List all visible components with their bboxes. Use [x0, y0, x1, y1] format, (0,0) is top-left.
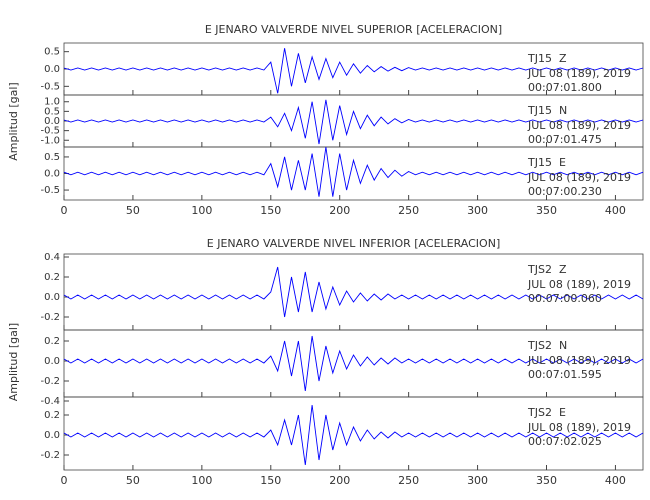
- x-tick-label: 300: [467, 204, 488, 217]
- date-label: JUL 08 (189), 2019: [527, 278, 631, 291]
- y-tick-label: 0.5: [44, 106, 60, 117]
- station-label: TJS2 E: [527, 406, 566, 419]
- x-tick-label: 100: [191, 474, 212, 487]
- x-tick-label: 150: [260, 204, 281, 217]
- y-tick-label: -0.5: [40, 126, 60, 137]
- waveform: [63, 99, 644, 145]
- station-label: TJ15 E: [527, 156, 566, 169]
- x-tick-label: 250: [398, 474, 419, 487]
- y-tick-label: 0.5: [44, 152, 60, 163]
- x-tick-label: 250: [398, 204, 419, 217]
- waveform: [63, 335, 644, 392]
- y-tick-label: 0.0: [44, 292, 60, 303]
- date-label: JUL 08 (189), 2019: [527, 171, 631, 184]
- y-tick-label: 0.0: [44, 64, 60, 75]
- time-label: 00:07:00.230: [528, 185, 602, 198]
- station-label: TJS2 Z: [527, 263, 567, 276]
- y-axis-label: Amplitud [gal]: [7, 323, 20, 401]
- y-tick-label: 0.0: [44, 169, 60, 180]
- time-label: 00:07:01.475: [528, 133, 602, 146]
- y-tick-label: -0.2: [40, 312, 60, 323]
- x-tick-label: 300: [467, 474, 488, 487]
- time-label: 00:07:01.800: [528, 81, 602, 94]
- y-tick-label: 0.0: [44, 430, 60, 441]
- x-tick-label: 350: [536, 204, 557, 217]
- waveform: [63, 266, 644, 318]
- x-tick-label: 200: [329, 474, 350, 487]
- x-tick-label: 100: [191, 204, 212, 217]
- x-tick-label: 400: [605, 474, 626, 487]
- station-label: TJ15 Z: [527, 52, 567, 65]
- y-tick-label: 1.0: [44, 97, 60, 108]
- x-tick-label: 400: [605, 204, 626, 217]
- y-tick-label: -0.2: [40, 376, 60, 387]
- y-tick-label: -0.5: [40, 185, 60, 196]
- waveform: [63, 146, 644, 197]
- y-tick-label: -0.5: [40, 81, 60, 92]
- date-label: JUL 08 (189), 2019: [527, 421, 631, 434]
- x-tick-label: 50: [126, 204, 140, 217]
- date-label: JUL 08 (189), 2019: [527, 354, 631, 367]
- x-tick-label: 350: [536, 474, 557, 487]
- x-tick-label: 0: [61, 474, 68, 487]
- y-tick-label: 0.0: [44, 356, 60, 367]
- date-label: JUL 08 (189), 2019: [527, 119, 631, 132]
- time-label: 00:07:00.060: [528, 292, 602, 305]
- y-tick-label: -0.4: [40, 396, 60, 407]
- y-tick-label: 0.2: [44, 336, 60, 347]
- x-tick-label: 50: [126, 474, 140, 487]
- y-tick-label: -0.2: [40, 450, 60, 461]
- waveform: [63, 48, 644, 94]
- date-label: JUL 08 (189), 2019: [527, 67, 631, 80]
- y-tick-label: 0.2: [44, 410, 60, 421]
- chart-title: E JENARO VALVERDE NIVEL INFERIOR [ACELER…: [207, 237, 500, 250]
- time-label: 00:07:02.025: [528, 435, 602, 448]
- x-tick-label: 200: [329, 204, 350, 217]
- x-tick-label: 0: [61, 204, 68, 217]
- station-label: TJ15 N: [527, 104, 567, 117]
- y-tick-label: -1.0: [40, 135, 60, 146]
- chart-title: E JENARO VALVERDE NIVEL SUPERIOR [ACELER…: [205, 23, 502, 36]
- y-axis-label: Amplitud [gal]: [7, 82, 20, 160]
- y-tick-label: 0.5: [44, 47, 60, 58]
- y-tick-label: 0.2: [44, 272, 60, 283]
- time-label: 00:07:01.595: [528, 368, 602, 381]
- x-tick-label: 150: [260, 474, 281, 487]
- station-label: TJS2 N: [527, 339, 567, 352]
- y-tick-label: 0.0: [44, 116, 60, 127]
- y-tick-label: 0.4: [44, 252, 60, 263]
- waveform: [63, 404, 644, 466]
